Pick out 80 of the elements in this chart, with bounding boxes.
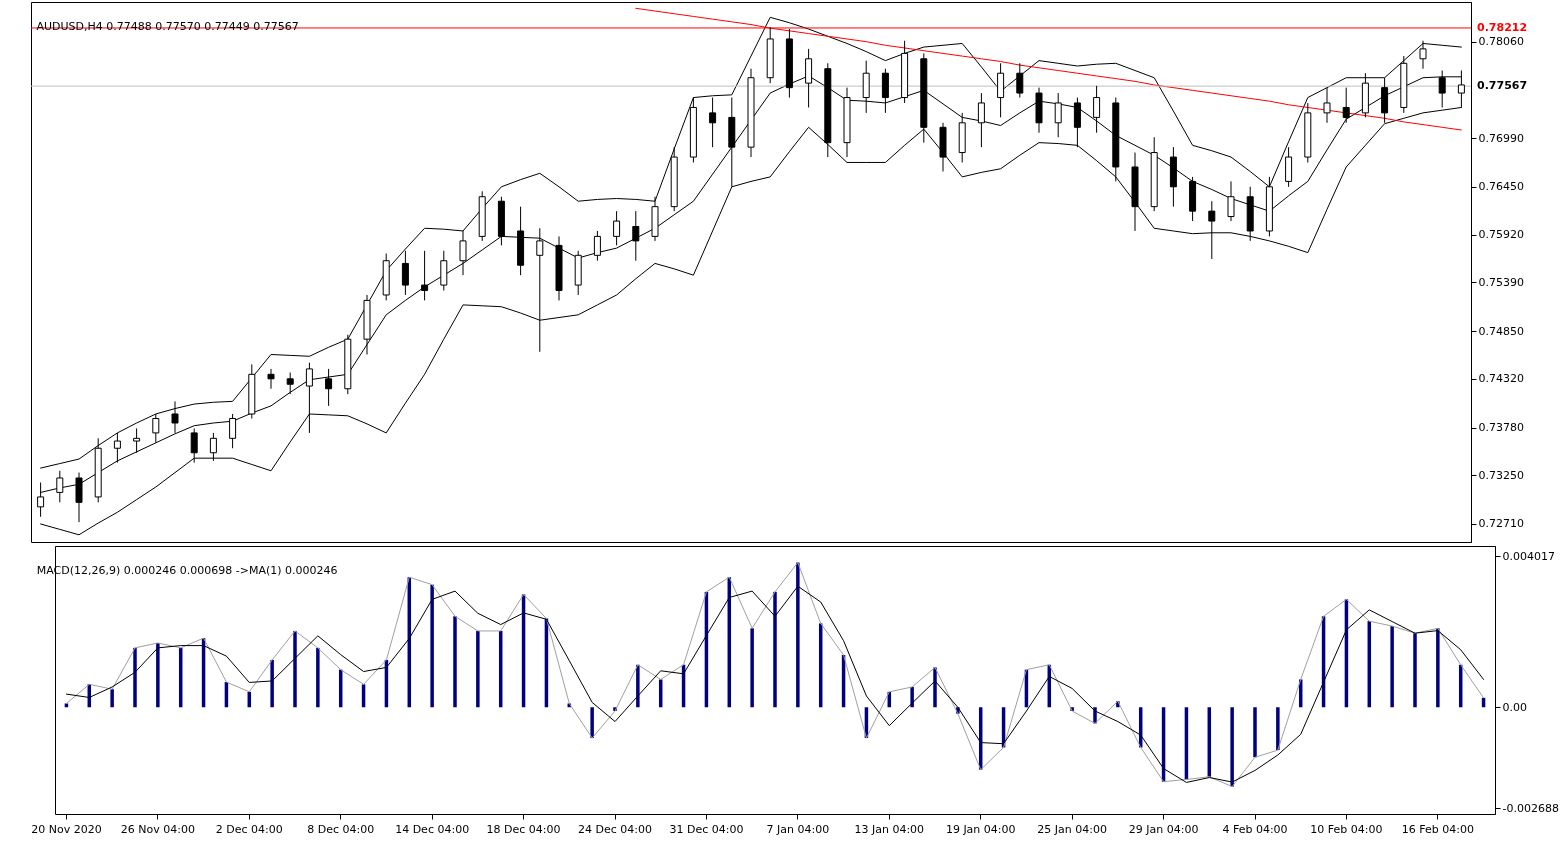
y-tick-label: 0.78060 bbox=[1478, 35, 1524, 49]
candlestick bbox=[1227, 180, 1235, 222]
bar bbox=[1230, 707, 1234, 787]
x-tick-label: 4 Feb 04:00 bbox=[1222, 822, 1288, 836]
x-tick-label: 14 Dec 04:00 bbox=[395, 822, 470, 836]
candlestick bbox=[1093, 85, 1101, 134]
candlestick bbox=[1016, 62, 1024, 99]
candlestick bbox=[190, 427, 198, 464]
x-tick-label: 19 Jan 04:00 bbox=[945, 822, 1016, 836]
x-tick-label: 24 Dec 04:00 bbox=[578, 822, 652, 836]
candlestick bbox=[152, 413, 160, 444]
bar bbox=[270, 659, 274, 708]
y-tick-label: 0.00 bbox=[1502, 700, 1527, 714]
candlestick bbox=[305, 362, 313, 434]
x-tick-label: 26 Nov 04:00 bbox=[120, 822, 195, 836]
bar bbox=[590, 707, 594, 739]
candlestick bbox=[1323, 87, 1331, 124]
bar bbox=[773, 591, 777, 708]
bar bbox=[636, 664, 640, 708]
bar bbox=[476, 630, 480, 708]
bar bbox=[750, 628, 754, 708]
text: AUDUSD,H4 0.77488 0.77570 0.77449 0.77567 bbox=[36, 20, 299, 33]
bar bbox=[1436, 628, 1440, 708]
y-tick-label: 0.73250 bbox=[1478, 468, 1524, 482]
candlestick bbox=[632, 210, 640, 262]
bar bbox=[1276, 707, 1280, 751]
bar bbox=[316, 647, 320, 708]
bar bbox=[1253, 707, 1257, 758]
candlestick bbox=[1054, 92, 1062, 138]
bar bbox=[133, 647, 137, 708]
candlestick bbox=[1208, 200, 1216, 260]
y-tick-label: 0.76990 bbox=[1478, 131, 1524, 145]
candlestick bbox=[536, 227, 544, 353]
y-tick-label: 0.75920 bbox=[1478, 228, 1524, 242]
bar bbox=[1390, 626, 1394, 708]
x-tick-label: 8 Dec 04:00 bbox=[307, 822, 375, 836]
y-tick-label: 0.76450 bbox=[1478, 180, 1524, 194]
candlestick bbox=[113, 432, 121, 464]
candlestick bbox=[267, 368, 275, 390]
x-tick-label: 29 Jan 04:00 bbox=[1128, 822, 1199, 836]
candlestick bbox=[401, 250, 409, 296]
x-tick-label: 13 Jan 04:00 bbox=[854, 822, 925, 836]
x-tick-label: 18 Dec 04:00 bbox=[486, 822, 561, 836]
y-tick-label: 0.75390 bbox=[1478, 275, 1524, 289]
bar bbox=[110, 689, 114, 708]
x-tick-label: 25 Jan 04:00 bbox=[1037, 822, 1107, 836]
x-tick-label: 16 Feb 04:00 bbox=[1401, 822, 1474, 836]
candlestick bbox=[209, 432, 217, 462]
candlestick bbox=[133, 427, 141, 454]
candlestick bbox=[593, 230, 601, 262]
candlestick bbox=[1342, 87, 1350, 124]
candlestick bbox=[709, 97, 717, 148]
candlestick bbox=[421, 250, 429, 301]
bar bbox=[1413, 633, 1417, 708]
candlestick bbox=[325, 368, 333, 407]
x-tick-label: 20 Nov 2020 bbox=[31, 822, 102, 836]
ref-line-label: 0.78212 bbox=[1477, 20, 1528, 34]
bar bbox=[796, 562, 800, 708]
x-tick-label: 10 Feb 04:00 bbox=[1310, 822, 1383, 836]
y-tick-label: 0.74850 bbox=[1478, 324, 1524, 338]
candlestick bbox=[229, 413, 237, 449]
y-tick-label: 0.004017 bbox=[1502, 549, 1555, 563]
bar bbox=[430, 584, 434, 708]
candlestick bbox=[613, 210, 621, 246]
candlestick bbox=[459, 230, 467, 276]
x-tick-label: 31 Dec 04:00 bbox=[669, 822, 744, 836]
bar bbox=[453, 616, 457, 708]
y-tick-label: 0.73780 bbox=[1478, 421, 1524, 435]
candlestick bbox=[286, 372, 294, 395]
ref-line-label: 0.77567 bbox=[1477, 79, 1528, 93]
bar bbox=[293, 630, 297, 708]
y-tick-label: 0.74320 bbox=[1478, 372, 1524, 386]
candlestick bbox=[977, 92, 985, 148]
candlestick bbox=[171, 400, 179, 434]
candlestick bbox=[1419, 40, 1427, 70]
y-tick-label: 0.72710 bbox=[1478, 517, 1524, 531]
x-tick-label: 2 Dec 04:00 bbox=[215, 822, 283, 836]
y-tick-label: -0.002688 bbox=[1502, 801, 1559, 815]
bar bbox=[156, 642, 160, 708]
x-tick-label: 7 Jan 04:00 bbox=[766, 822, 830, 836]
